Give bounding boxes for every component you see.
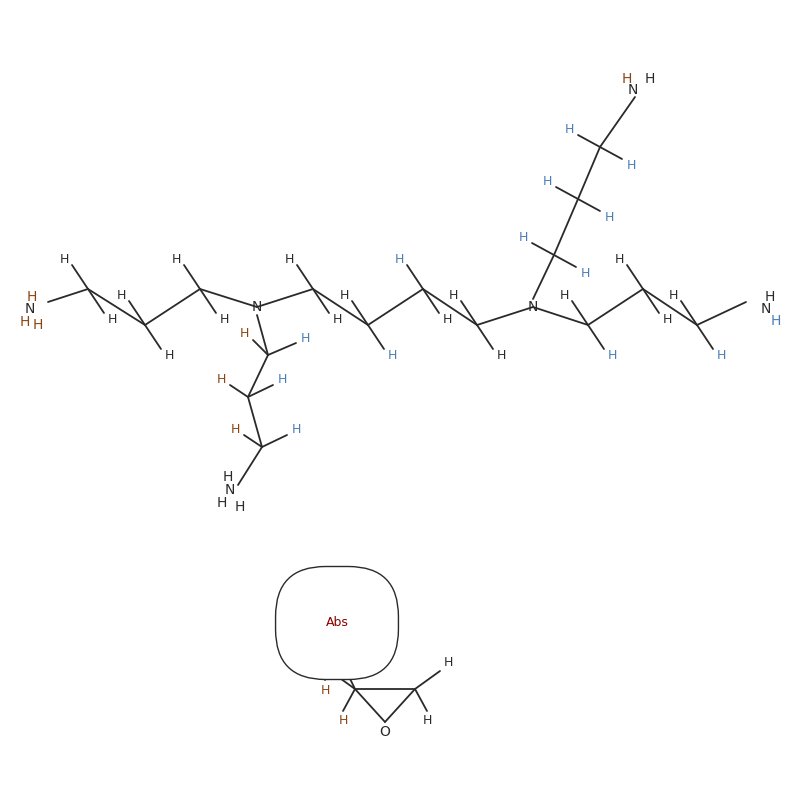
Text: H: H — [107, 312, 117, 325]
Text: H: H — [216, 372, 226, 386]
Text: H: H — [318, 657, 326, 669]
Text: H: H — [339, 714, 347, 728]
Text: H: H — [292, 422, 301, 435]
Text: H: H — [614, 253, 624, 265]
Text: H: H — [663, 312, 671, 325]
Text: N: N — [528, 300, 538, 314]
Text: H: H — [164, 348, 173, 362]
Text: H: H — [220, 312, 228, 325]
Text: H: H — [765, 290, 775, 304]
Text: H: H — [27, 290, 37, 304]
Text: H: H — [622, 72, 632, 86]
Text: H: H — [171, 253, 181, 265]
Text: H: H — [560, 289, 569, 301]
Text: N: N — [252, 300, 262, 314]
Text: N: N — [628, 83, 638, 97]
Text: H: H — [543, 175, 552, 187]
Text: H: H — [117, 289, 126, 301]
Text: H: H — [771, 314, 781, 328]
Text: H: H — [301, 332, 309, 344]
Text: H: H — [580, 266, 590, 280]
Text: H: H — [387, 348, 397, 362]
Text: H: H — [223, 470, 233, 484]
Text: H: H — [230, 422, 240, 435]
Text: H: H — [626, 159, 636, 171]
Text: H: H — [565, 123, 573, 135]
Text: H: H — [332, 312, 342, 325]
Text: H: H — [608, 348, 616, 362]
Text: H: H — [716, 348, 726, 362]
Text: H: H — [235, 500, 245, 514]
Text: H: H — [442, 312, 452, 325]
Text: H: H — [394, 253, 403, 265]
Text: H: H — [217, 496, 227, 510]
Text: H: H — [448, 289, 458, 301]
Text: N: N — [761, 302, 771, 316]
Text: N: N — [225, 483, 235, 497]
Text: H: H — [284, 253, 294, 265]
Text: H: H — [19, 315, 30, 329]
Text: H: H — [604, 210, 614, 223]
Text: N: N — [25, 302, 35, 316]
Text: H: H — [33, 318, 43, 332]
Text: H: H — [320, 685, 330, 697]
Text: Abs: Abs — [326, 617, 348, 630]
Text: H: H — [422, 714, 432, 728]
Text: H: H — [277, 372, 287, 386]
Text: H: H — [645, 72, 655, 86]
Text: H: H — [239, 327, 249, 340]
Text: H: H — [497, 348, 505, 362]
Text: O: O — [380, 725, 390, 739]
Text: H: H — [292, 655, 301, 669]
Text: H: H — [518, 230, 527, 244]
Text: H: H — [668, 289, 678, 301]
Text: H: H — [59, 253, 69, 265]
Text: H: H — [339, 289, 348, 301]
Text: H: H — [443, 657, 453, 669]
